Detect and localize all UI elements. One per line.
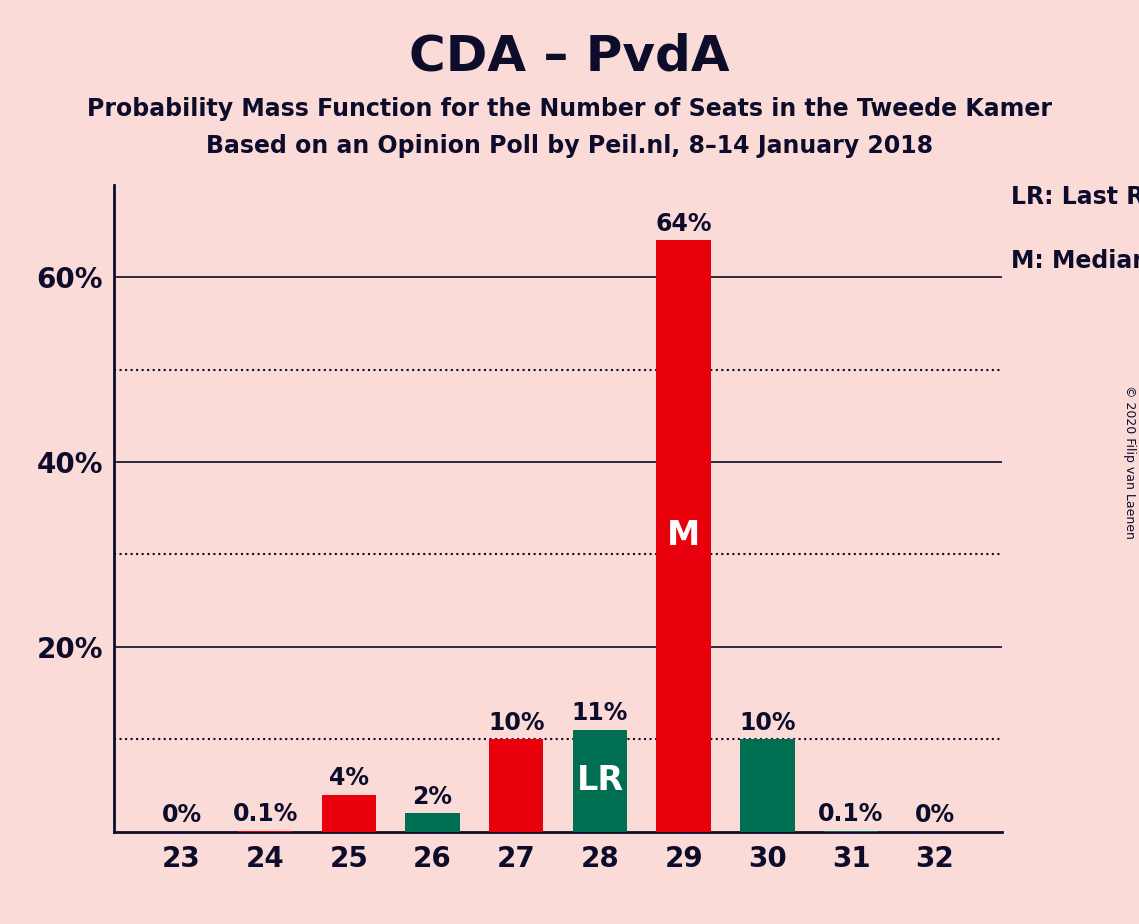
Text: 0.1%: 0.1%	[818, 802, 884, 826]
Bar	[573, 730, 628, 832]
Text: M: Median: M: Median	[1011, 249, 1139, 274]
Text: 2%: 2%	[412, 784, 452, 808]
Bar	[740, 739, 795, 832]
Bar	[238, 831, 293, 832]
Bar	[405, 813, 460, 832]
Text: Based on an Opinion Poll by Peil.nl, 8–14 January 2018: Based on an Opinion Poll by Peil.nl, 8–1…	[206, 134, 933, 158]
Text: CDA – PvdA: CDA – PvdA	[409, 32, 730, 80]
Text: Probability Mass Function for the Number of Seats in the Tweede Kamer: Probability Mass Function for the Number…	[87, 97, 1052, 121]
Text: © 2020 Filip van Laenen: © 2020 Filip van Laenen	[1123, 385, 1137, 539]
Text: 4%: 4%	[329, 766, 369, 790]
Text: LR: LR	[576, 764, 623, 797]
Bar	[489, 739, 543, 832]
Text: LR: Last Result: LR: Last Result	[1011, 185, 1139, 209]
Text: 10%: 10%	[487, 711, 544, 735]
Text: 11%: 11%	[572, 701, 628, 725]
Text: 0%: 0%	[162, 803, 202, 827]
Bar	[321, 795, 376, 832]
Text: 0%: 0%	[915, 803, 954, 827]
Text: M: M	[667, 519, 700, 553]
Text: 0.1%: 0.1%	[232, 802, 298, 826]
Bar	[656, 240, 711, 832]
Text: 10%: 10%	[739, 711, 796, 735]
Bar	[823, 831, 878, 832]
Text: 64%: 64%	[655, 212, 712, 236]
